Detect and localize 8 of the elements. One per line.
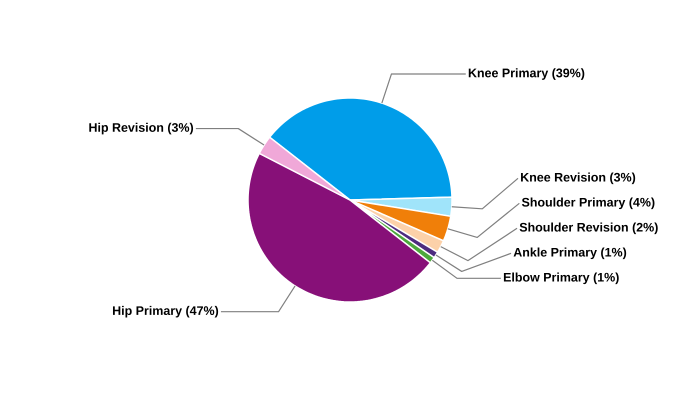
slice-label: Hip Primary (47%) <box>112 306 218 318</box>
slice-label: Shoulder Primary (4%) <box>522 198 654 210</box>
slice-label: Hip Revision (3%) <box>89 122 194 134</box>
slice-label: Knee Revision (3%) <box>521 172 636 184</box>
slice-label: Ankle Primary (1%) <box>514 248 626 260</box>
slice-label: Elbow Primary (1%) <box>504 272 619 284</box>
slice-label: Shoulder Revision (2%) <box>520 222 658 234</box>
slice-label: Knee Primary (39%) <box>468 68 584 80</box>
